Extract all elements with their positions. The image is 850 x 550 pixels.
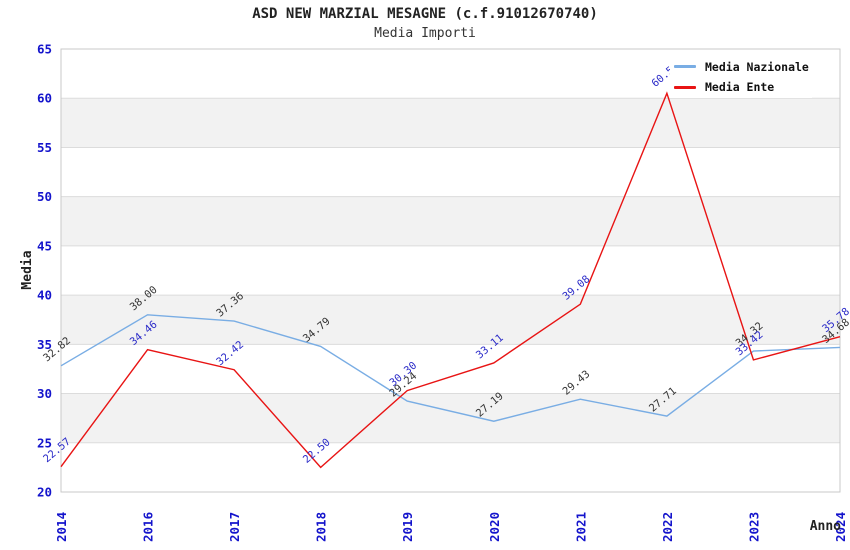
x-tick-label: 2020 (487, 512, 502, 542)
y-tick-label: 60 (37, 91, 52, 106)
legend-item-media-ente: Media Ente (674, 79, 808, 97)
series-line (60, 91, 841, 469)
y-tick-label: 30 (37, 386, 52, 401)
y-tick-label: 20 (37, 485, 52, 500)
x-axis-label: Anno (810, 519, 841, 534)
y-tick-label: 25 (37, 435, 52, 450)
y-tick-label: 65 (37, 42, 52, 57)
grid-band (61, 393, 840, 443)
y-tick-label: 45 (37, 238, 52, 253)
x-tick-label: 2022 (660, 512, 675, 542)
plot-border (60, 48, 841, 493)
grid-band (61, 98, 840, 148)
y-tick-label: 35 (37, 337, 52, 352)
legend: Media Nazionale Media Ente (670, 56, 812, 98)
y-tick-label: 40 (37, 288, 52, 303)
y-axis-label: Media (20, 250, 35, 289)
x-tick-label: 2023 (746, 512, 761, 542)
x-tick-label: 2024 (833, 512, 848, 542)
chart-subtitle: Media Importi (374, 26, 476, 41)
legend-line-swatch-ente (674, 85, 696, 89)
x-tick-label: 2016 (141, 512, 156, 542)
grid-band (61, 196, 840, 246)
x-tick-label: 2014 (54, 512, 69, 542)
grid-band (61, 295, 840, 345)
series-line (60, 314, 841, 422)
legend-item-media-nazionale: Media Nazionale (674, 58, 809, 76)
x-tick-label: 2018 (314, 512, 329, 542)
y-tick-label: 55 (37, 140, 52, 155)
x-tick-label: 2019 (400, 512, 415, 542)
x-tick-label: 2017 (227, 512, 242, 542)
x-tick-label: 2021 (573, 512, 588, 542)
legend-label-nazionale: Media Nazionale (705, 59, 809, 74)
legend-label-ente: Media Ente (705, 80, 775, 95)
chart-title: ASD NEW MARZIAL MESAGNE (c.f.91012670740… (252, 6, 598, 22)
y-tick-label: 50 (37, 189, 52, 204)
legend-line-swatch-nazionale (674, 65, 696, 69)
